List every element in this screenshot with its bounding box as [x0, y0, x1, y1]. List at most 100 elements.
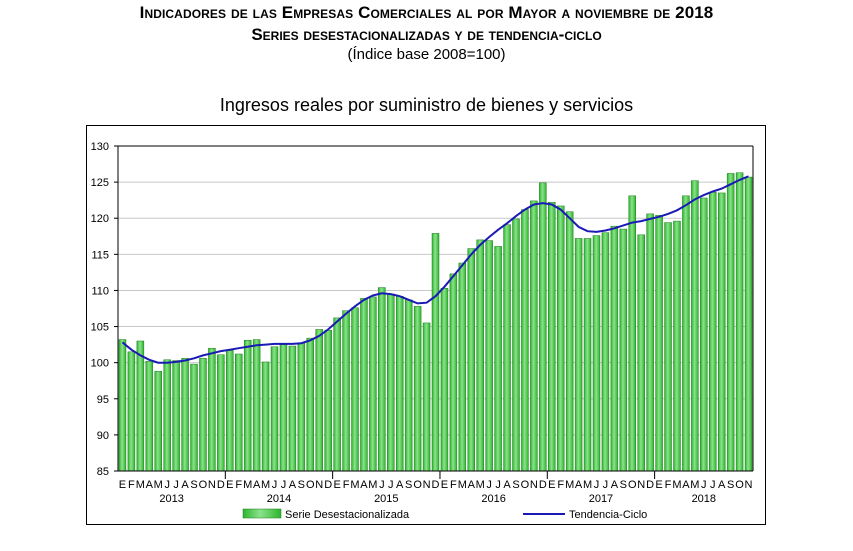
- legend-label-trend: Tendencia-Ciclo: [569, 509, 647, 521]
- header: Indicadores de las Empresas Comerciales …: [0, 2, 853, 65]
- x-tick-label: J: [594, 479, 600, 491]
- bar: [369, 296, 377, 472]
- bar: [601, 232, 610, 472]
- x-tick-label: D: [646, 479, 654, 491]
- trend-line: [121, 175, 749, 364]
- bar: [503, 224, 511, 472]
- bar: [297, 342, 306, 472]
- x-tick-label: A: [253, 479, 261, 491]
- x-tick-label: D: [539, 479, 547, 491]
- bar: [530, 200, 538, 472]
- bar: [208, 347, 216, 472]
- y-tick-label: 95: [97, 394, 109, 406]
- x-tick-label: S: [512, 479, 519, 491]
- bar: [646, 213, 654, 472]
- bar: [539, 182, 547, 472]
- x-tick-label: A: [575, 479, 583, 491]
- bar: [270, 346, 279, 472]
- bar: [306, 337, 315, 472]
- x-tick-label: J: [272, 479, 278, 491]
- bar: [449, 273, 458, 472]
- bar: [235, 353, 243, 472]
- legend-label-bars: Serie Desestacionalizada: [285, 509, 410, 521]
- x-tick-label: S: [727, 479, 734, 491]
- bar: [682, 195, 690, 472]
- year-label: 2016: [481, 493, 505, 505]
- bar: [565, 211, 574, 472]
- bars: [118, 172, 753, 472]
- y-tick-label: 90: [97, 430, 109, 442]
- bar: [431, 233, 440, 472]
- x-tick-label: E: [441, 479, 448, 491]
- bar: [342, 310, 350, 472]
- x-tick-label: O: [199, 479, 208, 491]
- bar: [199, 358, 207, 472]
- y-tick-label: 110: [91, 285, 109, 297]
- x-tick-label: D: [432, 479, 440, 491]
- x-tick-label: M: [583, 479, 592, 491]
- x-tick-label: O: [306, 479, 315, 491]
- x-tick-label: M: [243, 479, 252, 491]
- x-tick-label: F: [557, 479, 564, 491]
- bar: [226, 350, 234, 472]
- x-tick-label: N: [423, 479, 431, 491]
- bar: [351, 307, 359, 472]
- x-tick-label: J: [603, 479, 609, 491]
- bar: [118, 339, 127, 472]
- bar: [673, 220, 681, 472]
- x-tick-label: M: [672, 479, 681, 491]
- x-tick-label: M: [368, 479, 377, 491]
- bar: [709, 191, 717, 472]
- x-tick-label: N: [637, 479, 645, 491]
- x-tick-label: M: [350, 479, 359, 491]
- legend: Serie Desestacionalizada Tendencia-Ciclo: [242, 508, 647, 521]
- x-tick-label: J: [281, 479, 287, 491]
- x-tick-label: J: [495, 479, 501, 491]
- bar: [574, 238, 583, 472]
- x-tick-label: A: [289, 479, 297, 491]
- x-tick-label: S: [405, 479, 412, 491]
- x-tick-label: J: [379, 479, 385, 491]
- x-tick-label: A: [360, 479, 368, 491]
- x-tick-label: N: [745, 479, 753, 491]
- bar: [395, 295, 404, 472]
- year-label: 2014: [267, 493, 291, 505]
- x-tick-label: A: [396, 479, 404, 491]
- bar: [127, 351, 136, 472]
- x-tick-label: M: [261, 479, 270, 491]
- bar: [664, 222, 672, 472]
- page-title: Indicadores de las Empresas Comerciales …: [139, 3, 714, 22]
- x-tick-label: S: [190, 479, 197, 491]
- bar: [512, 218, 520, 472]
- bar: [145, 360, 154, 472]
- bar: [163, 359, 171, 472]
- bar: [619, 228, 628, 472]
- bar: [315, 329, 323, 472]
- bar: [592, 235, 601, 472]
- x-tick-label: M: [154, 479, 163, 491]
- chart-frame: [86, 125, 766, 525]
- bar: [467, 248, 476, 472]
- x-tick-label: E: [333, 479, 340, 491]
- bar: [440, 288, 449, 472]
- y-tick-label: 125: [91, 177, 109, 189]
- x-tick-label: S: [620, 479, 627, 491]
- bar: [181, 358, 189, 472]
- bar: [217, 354, 225, 472]
- bar: [404, 299, 413, 472]
- bar: [521, 209, 529, 472]
- x-tick-label: J: [710, 479, 716, 491]
- bar: [261, 361, 270, 472]
- bar: [279, 344, 288, 472]
- y-tick-label: 130: [91, 141, 109, 153]
- x-tick-label: A: [682, 479, 690, 491]
- x-tick-label: F: [343, 479, 350, 491]
- bar: [288, 345, 297, 472]
- x-tick-label: J: [701, 479, 707, 491]
- x-tick-label: F: [235, 479, 242, 491]
- x-tick-label: J: [388, 479, 394, 491]
- base-note: (Índice base 2008=100): [347, 46, 506, 63]
- bar: [583, 238, 592, 472]
